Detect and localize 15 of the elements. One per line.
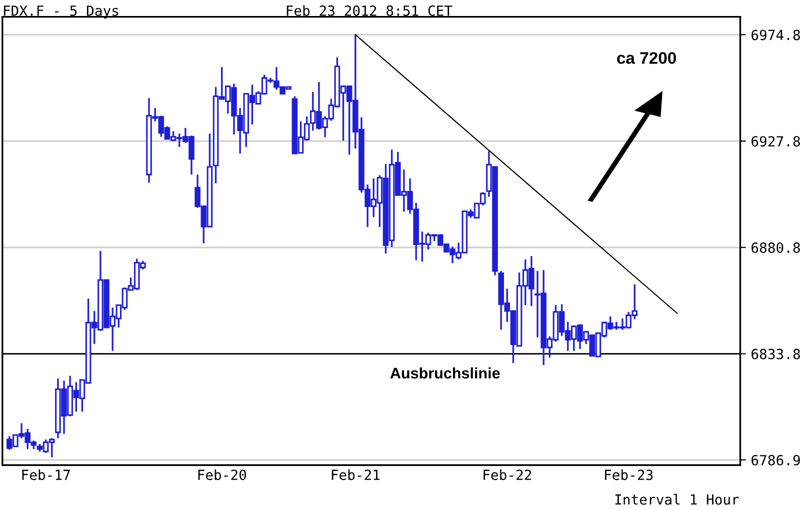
x-tick-label: Feb-21 (332, 469, 380, 480)
x-tick-label: Feb-23 (605, 469, 653, 480)
x-tick-label: Feb-22 (484, 469, 532, 480)
x-tick-label: Feb-20 (198, 469, 246, 480)
y-tick-label: 6974.8 (752, 30, 800, 40)
chart-subtitle: Feb 23 2012 8:51 CET (286, 5, 452, 16)
y-tick-label: 6833.8 (752, 348, 800, 360)
y-tick-label: 6786.9 (752, 454, 800, 466)
y-tick-label: 6927.8 (752, 136, 800, 147)
text: Interval 1 Hour (615, 494, 739, 505)
ref-line-label: Ausbruchslinie (390, 367, 500, 379)
annotation: ca 7200 (617, 52, 676, 64)
x-tick-label: Feb-17 (22, 469, 70, 480)
chart-title: FDX.F - 5 Days (4, 6, 118, 19)
y-tick-label: 6880.8 (752, 242, 800, 253)
